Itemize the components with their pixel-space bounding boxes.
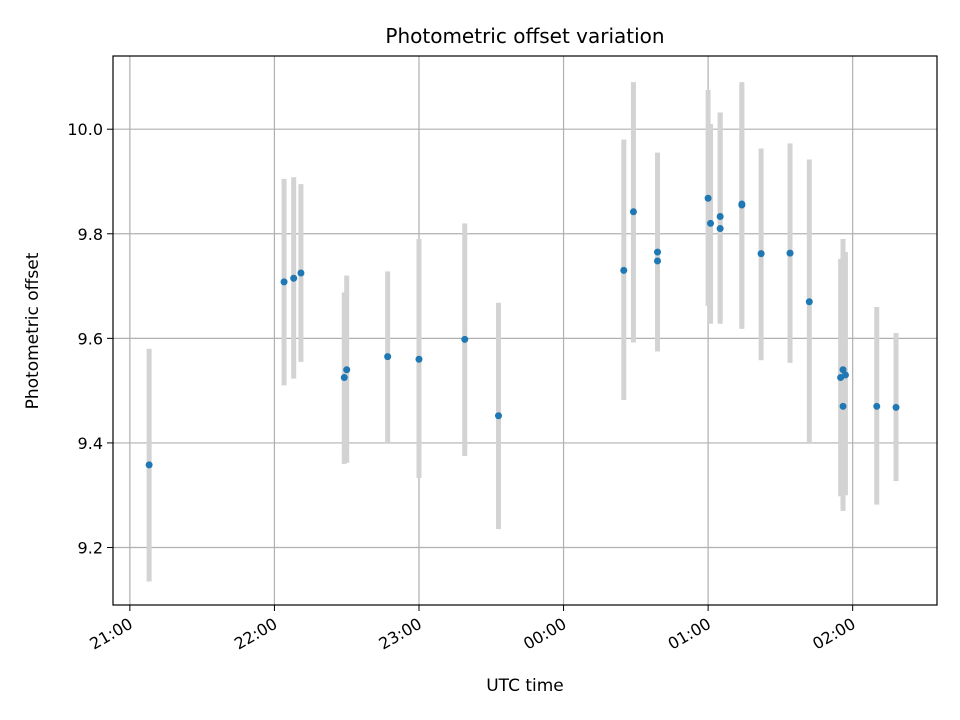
y-tick-label: 9.8 xyxy=(78,225,103,244)
data-point xyxy=(839,366,847,374)
data-point xyxy=(841,371,849,379)
data-point xyxy=(786,249,794,257)
x-tick-label: 00:00 xyxy=(520,614,569,654)
x-tick-label: 21:00 xyxy=(86,614,135,654)
data-point xyxy=(145,461,153,469)
x-tick-label: 01:00 xyxy=(665,614,714,654)
data-point xyxy=(757,250,765,258)
data-point xyxy=(892,403,900,411)
data-point xyxy=(415,355,423,363)
y-tick-label: 10.0 xyxy=(67,120,103,139)
data-point xyxy=(716,225,724,233)
data-points xyxy=(145,194,900,469)
y-tick-label: 9.2 xyxy=(78,538,103,557)
data-point xyxy=(704,194,712,202)
y-tick-label: 9.6 xyxy=(78,329,103,348)
data-point xyxy=(290,274,298,282)
data-point xyxy=(620,266,628,274)
x-axis-label: UTC time xyxy=(486,676,564,696)
data-point xyxy=(839,402,847,410)
data-point xyxy=(654,248,662,256)
data-point xyxy=(297,269,305,277)
plot-frame xyxy=(112,55,938,606)
y-axis-ticks: 9.2 9.4 9.6 9.8 10.0 xyxy=(67,120,113,557)
error-bars xyxy=(146,82,899,582)
grid xyxy=(113,56,937,605)
data-point xyxy=(340,374,348,382)
y-axis-label: Photometric offset xyxy=(23,252,43,409)
data-point xyxy=(629,208,637,216)
chart-title: Photometric offset variation xyxy=(385,24,664,48)
x-tick-label: 23:00 xyxy=(376,614,425,654)
y-tick-label: 9.4 xyxy=(78,434,103,453)
x-tick-label: 02:00 xyxy=(809,614,858,654)
data-point xyxy=(384,353,392,361)
data-point xyxy=(654,257,662,265)
x-axis-ticks: 21:00 22:00 23:00 00:00 01:00 02:00 xyxy=(86,605,859,654)
data-point xyxy=(280,278,288,286)
data-point xyxy=(716,213,724,221)
x-tick-label: 22:00 xyxy=(231,614,280,654)
data-point xyxy=(805,298,813,306)
data-point xyxy=(873,402,881,410)
data-point xyxy=(738,200,746,208)
data-point xyxy=(461,335,469,343)
data-point xyxy=(343,366,351,374)
data-point xyxy=(494,412,502,420)
data-point xyxy=(707,219,715,227)
